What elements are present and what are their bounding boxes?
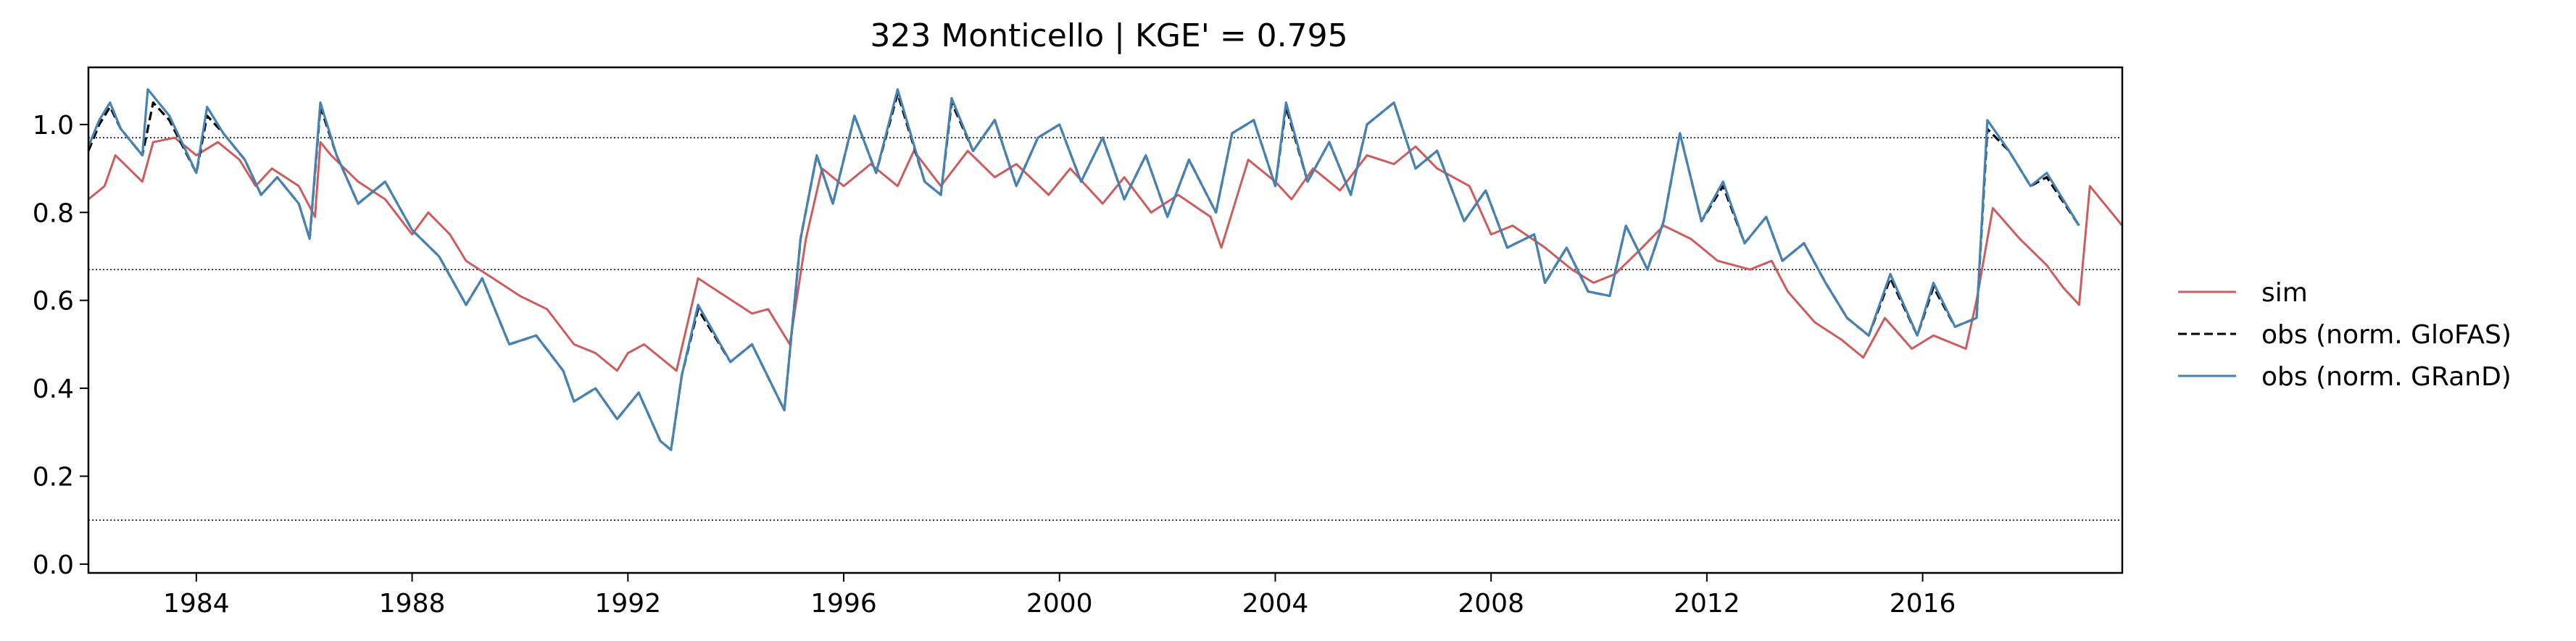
plot-frame (87, 66, 2124, 574)
y-tick-label: 0.0 (33, 550, 74, 580)
x-tick-label: 1992 (594, 589, 661, 619)
x-tick-label: 2004 (1242, 589, 1309, 619)
series-line-0 (88, 136, 2124, 372)
x-axis: 1984 1988 1992 1996 2000 2004 2008 2012 2016 (163, 573, 1956, 619)
chart-title: 323 Monticello | KGE' = 0.795 (870, 17, 1347, 54)
legend-label: obs (norm. GRanD) (2261, 362, 2511, 392)
y-axis: 0.0 0.2 0.4 0.6 0.8 1.0 (33, 111, 88, 580)
y-tick-label: 0.8 (33, 198, 74, 228)
legend-label: obs (norm. GloFAS) (2261, 320, 2511, 350)
x-tick-label: 1996 (810, 589, 877, 619)
y-tick-label: 0.2 (33, 462, 74, 492)
series-line-2 (87, 88, 2080, 451)
series-line-1 (87, 92, 2080, 451)
legend-label: sim (2261, 278, 2308, 308)
legend: sim obs (norm. GloFAS) obs (norm. GRanD) (2178, 278, 2511, 392)
x-tick-label: 2008 (1458, 589, 1524, 619)
x-tick-label: 2016 (1890, 589, 1956, 619)
x-tick-label: 1988 (379, 589, 446, 619)
x-tick-label: 1984 (163, 589, 230, 619)
y-tick-label: 0.4 (33, 374, 74, 404)
series-layer (87, 88, 2124, 451)
y-tick-label: 1.0 (33, 111, 74, 141)
x-tick-label: 2012 (1674, 589, 1740, 619)
y-tick-label: 0.6 (33, 287, 74, 317)
x-tick-label: 2000 (1026, 589, 1093, 619)
